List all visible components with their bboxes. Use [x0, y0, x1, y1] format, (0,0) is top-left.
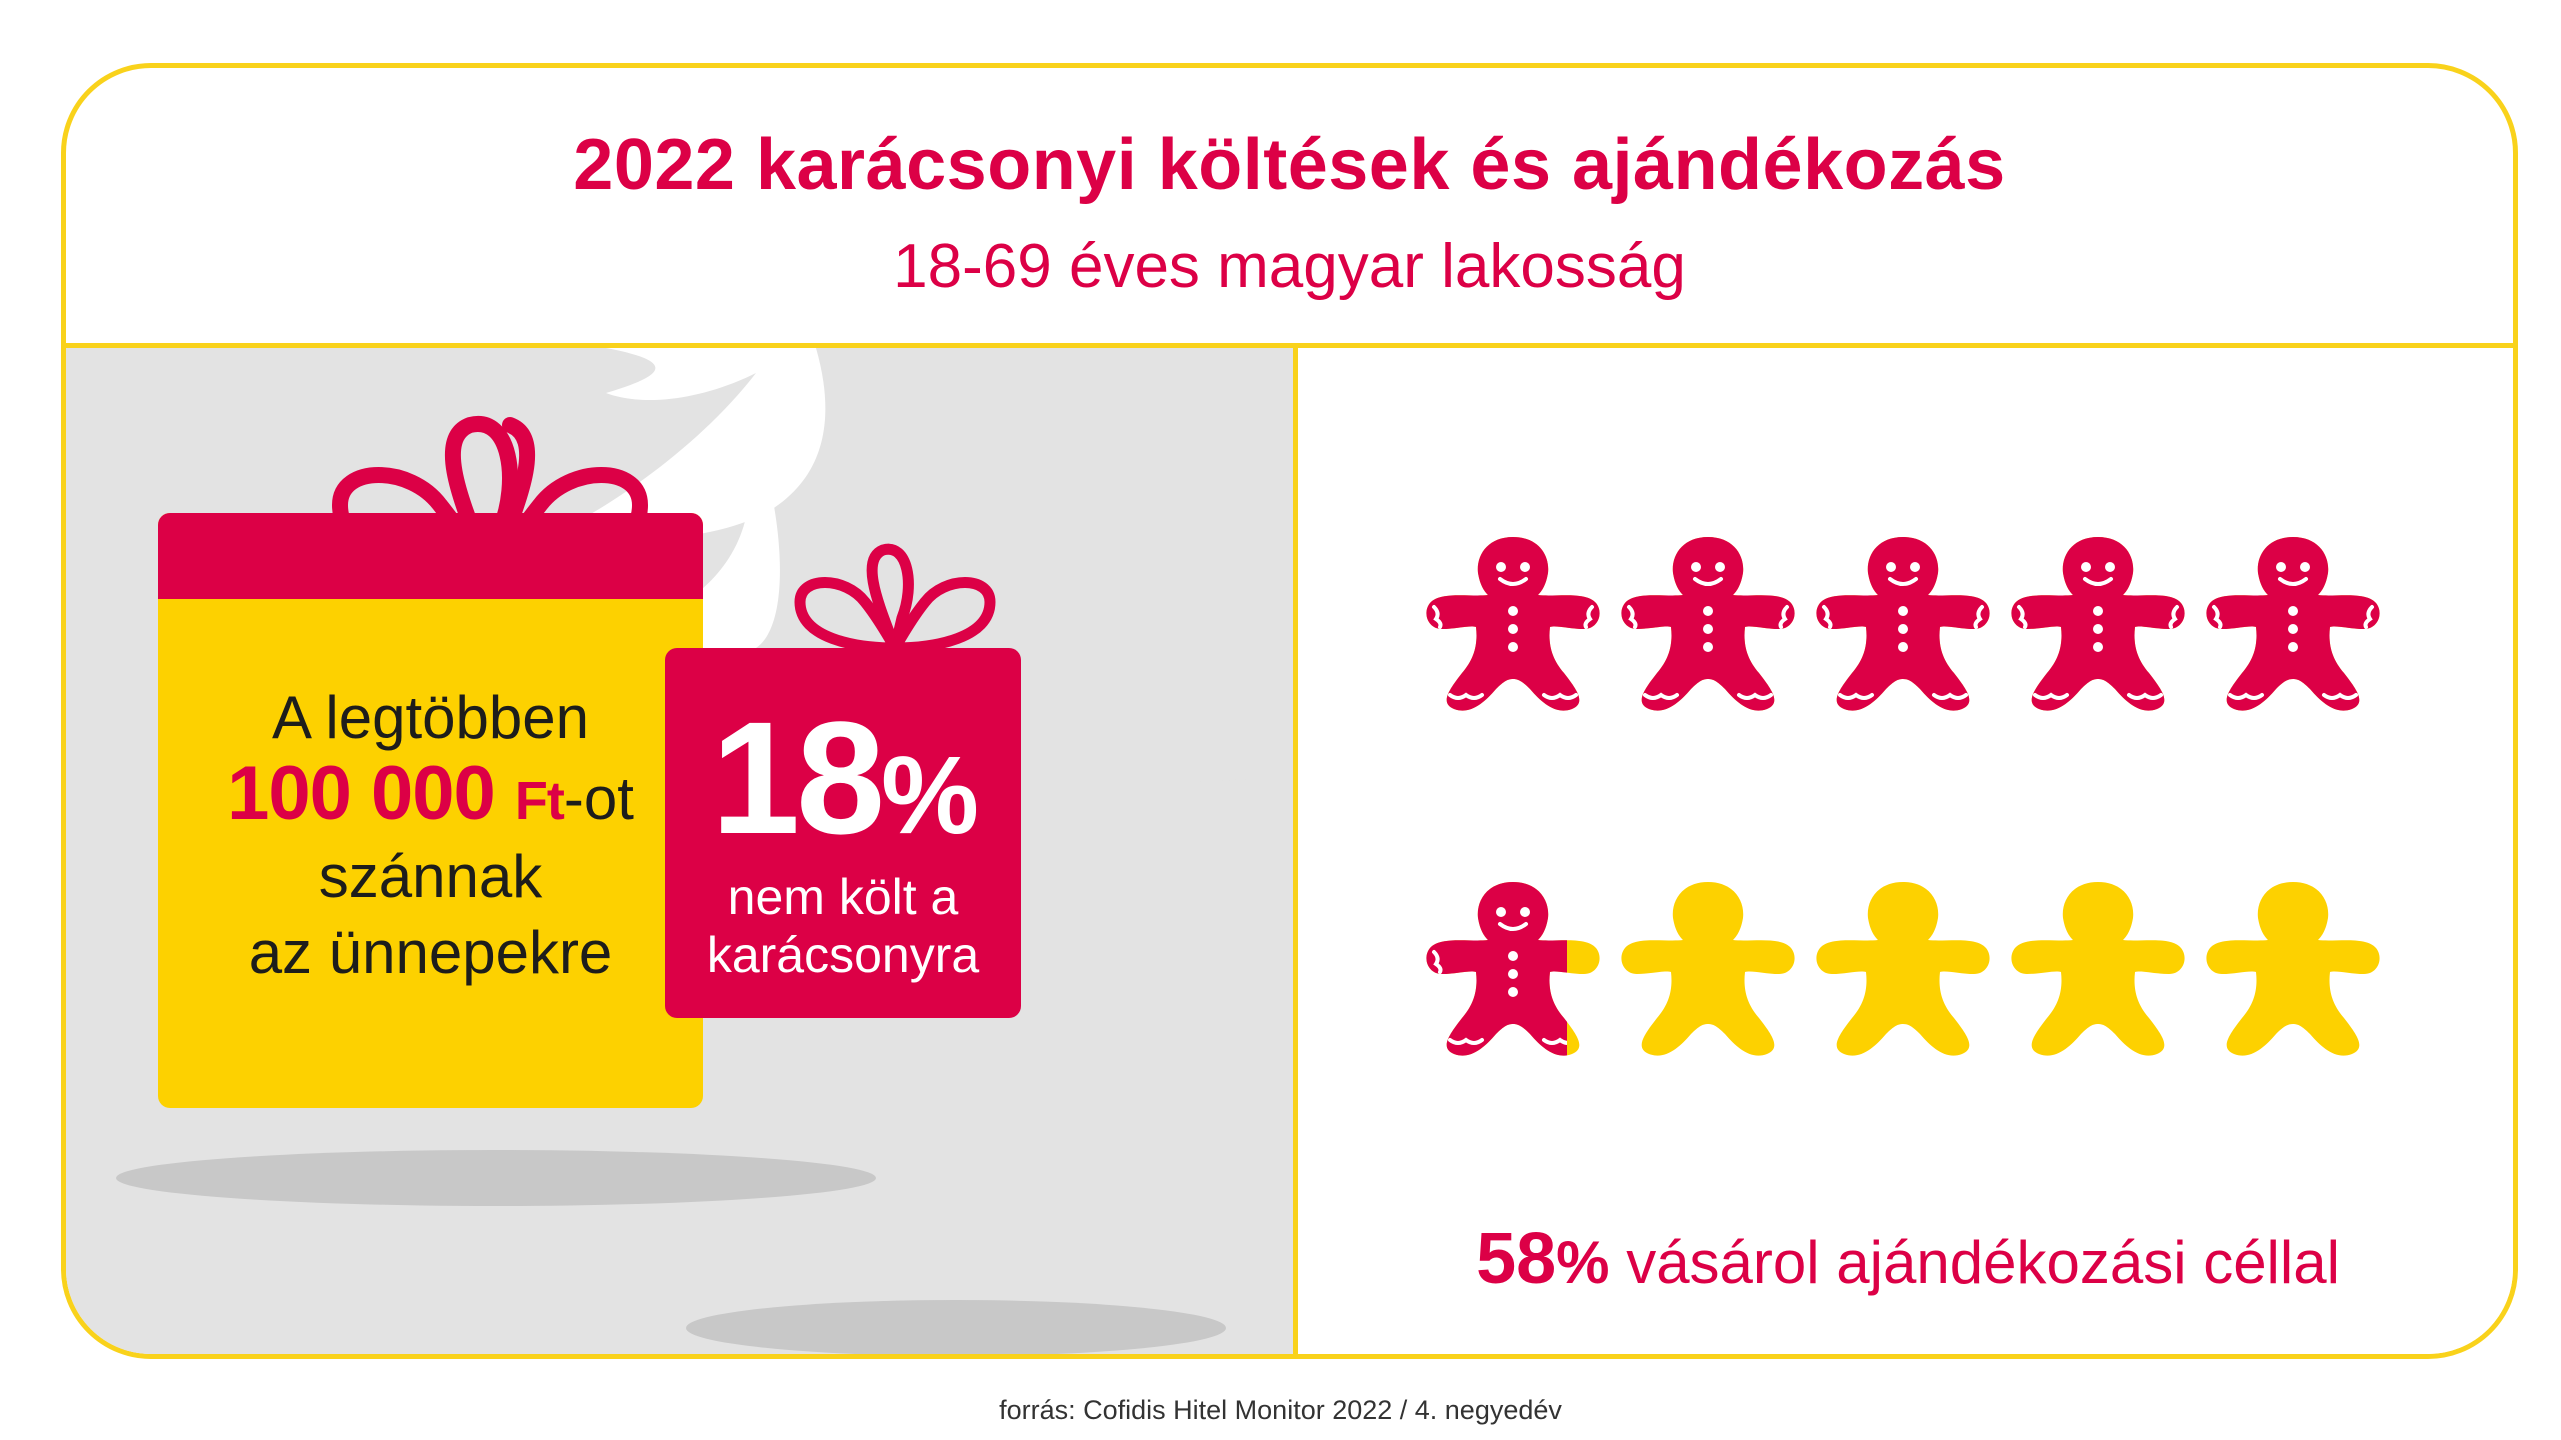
panel-divider: [1293, 348, 1298, 1354]
tree-branch-shape: [546, 448, 780, 667]
amount-value: 100 000 Ft: [227, 751, 565, 836]
small-gift-shadow: [686, 1300, 1226, 1354]
gift-buying-stat: 58% vásárol ajándékozási céllal: [1298, 1218, 2513, 1300]
big-gift-line3: szánnak: [318, 843, 543, 910]
big-gift-text: A legtöbben 100 000 Ft-ot szánnak az ünn…: [158, 680, 703, 991]
gingerbread-man-icon: [1426, 537, 1600, 711]
gingerbread-man-icon: [1621, 882, 1795, 1056]
big-gift-shadow: [116, 1150, 876, 1206]
big-gift-amount-line: 100 000 Ft-ot: [227, 751, 634, 836]
source-note: forrás: Cofidis Hitel Monitor 2022 / 4. …: [999, 1395, 1562, 1425]
big-gift-box: A legtöbben 100 000 Ft-ot szánnak az ünn…: [158, 513, 703, 1108]
big-gift-lid: [158, 513, 703, 599]
gingerbread-man-icon: [1621, 537, 1795, 711]
no-spend-percent: 18%: [711, 688, 979, 867]
no-spend-caption: nem költ a karácsonyra: [706, 869, 980, 983]
big-gift-line1: A legtöbben: [272, 684, 589, 751]
small-gift-bow-icon: [794, 543, 996, 652]
page-title: 2022 karácsonyi költések és ajándékozás: [573, 125, 2006, 205]
small-gift-box: 18% nem költ a karácsonyra: [665, 648, 1021, 1018]
stat-number: 58%: [1476, 1219, 1610, 1299]
header: 2022 karácsonyi költések és ajándékozás …: [66, 68, 2513, 348]
gingerbread-man-icon: [2011, 882, 2185, 1056]
gift-buying-panel: 58% vásárol ajándékozási céllal: [1298, 348, 2513, 1354]
gingerbread-man-icon: [1816, 537, 1990, 711]
gingerbread-man-icon: [2011, 537, 2185, 711]
big-gift-line4: az ünnepekre: [248, 919, 613, 986]
gingerbread-man-icon: [2206, 537, 2380, 711]
gingerbread-man-icon: [1426, 882, 1600, 1056]
gingerbread-man-icon: [1816, 882, 1990, 1056]
page-subtitle: 18-69 éves magyar lakosság: [893, 232, 1686, 301]
gingerbread-man-icon: [2206, 882, 2380, 1056]
stat-text: vásárol ajándékozási céllal: [1626, 1229, 2340, 1296]
